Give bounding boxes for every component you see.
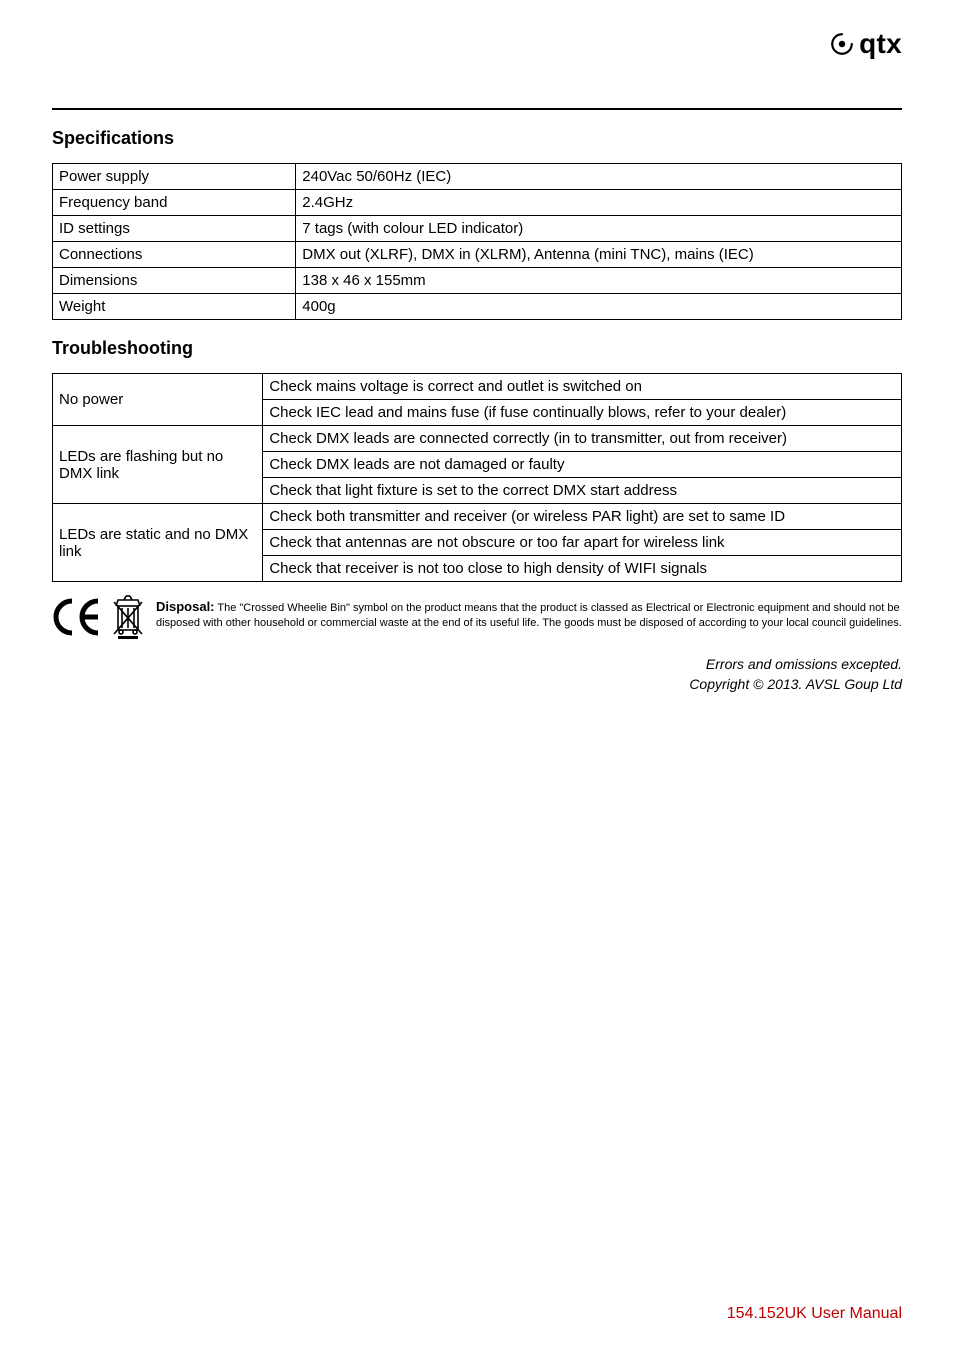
table-row: Dimensions 138 x 46 x 155mm bbox=[53, 268, 902, 294]
brand-logo: qtx bbox=[829, 28, 902, 60]
table-row: Power supply 240Vac 50/60Hz (IEC) bbox=[53, 164, 902, 190]
disposal-block: Disposal: The "Crossed Wheelie Bin" symb… bbox=[52, 594, 902, 640]
troubleshooting-table: No power Check mains voltage is correct … bbox=[52, 373, 902, 582]
spec-label: Frequency band bbox=[53, 190, 296, 216]
errata-line: Errors and omissions excepted. bbox=[52, 654, 902, 674]
spec-label: Weight bbox=[53, 294, 296, 320]
trouble-item: Check IEC lead and mains fuse (if fuse c… bbox=[263, 400, 902, 426]
table-row: Frequency band 2.4GHz bbox=[53, 190, 902, 216]
ce-mark-icon bbox=[52, 597, 104, 637]
spec-label: Dimensions bbox=[53, 268, 296, 294]
trouble-item: Check both transmitter and receiver (or … bbox=[263, 504, 902, 530]
table-row: No power Check mains voltage is correct … bbox=[53, 374, 902, 400]
spec-label: Connections bbox=[53, 242, 296, 268]
spec-label: Power supply bbox=[53, 164, 296, 190]
spec-value: 400g bbox=[296, 294, 902, 320]
compliance-symbols bbox=[52, 594, 146, 640]
spec-value: 240Vac 50/60Hz (IEC) bbox=[296, 164, 902, 190]
spec-value: 7 tags (with colour LED indicator) bbox=[296, 216, 902, 242]
trouble-item: Check DMX leads are not damaged or fault… bbox=[263, 452, 902, 478]
troubleshooting-heading: Troubleshooting bbox=[52, 338, 902, 359]
trouble-item: Check that light fixture is set to the c… bbox=[263, 478, 902, 504]
trouble-item: Check DMX leads are connected correctly … bbox=[263, 426, 902, 452]
trouble-item: Check mains voltage is correct and outle… bbox=[263, 374, 902, 400]
brand-mark-icon bbox=[829, 31, 855, 57]
weee-bin-icon bbox=[110, 594, 146, 640]
disposal-text: Disposal: The "Crossed Wheelie Bin" symb… bbox=[156, 594, 902, 631]
trouble-label: No power bbox=[53, 374, 263, 426]
specifications-heading: Specifications bbox=[52, 128, 902, 149]
trouble-label: LEDs are static and no DMX link bbox=[53, 504, 263, 582]
table-row: LEDs are static and no DMX link Check bo… bbox=[53, 504, 902, 530]
footer-manual-ref: 154.152UK User Manual bbox=[727, 1305, 902, 1323]
table-row: ID settings 7 tags (with colour LED indi… bbox=[53, 216, 902, 242]
table-row: Connections DMX out (XLRF), DMX in (XLRM… bbox=[53, 242, 902, 268]
table-row: Weight 400g bbox=[53, 294, 902, 320]
page: qtx Specifications Power supply 240Vac 5… bbox=[0, 0, 954, 1353]
errata-block: Errors and omissions excepted. Copyright… bbox=[52, 654, 902, 695]
table-row: LEDs are flashing but no DMX link Check … bbox=[53, 426, 902, 452]
specifications-table: Power supply 240Vac 50/60Hz (IEC) Freque… bbox=[52, 163, 902, 320]
trouble-label: LEDs are flashing but no DMX link bbox=[53, 426, 263, 504]
spec-value: 138 x 46 x 155mm bbox=[296, 268, 902, 294]
trouble-item: Check that antennas are not obscure or t… bbox=[263, 530, 902, 556]
disposal-title: Disposal: bbox=[156, 599, 215, 614]
disposal-body: The "Crossed Wheelie Bin" symbol on the … bbox=[156, 602, 902, 629]
copyright-line: Copyright © 2013. AVSL Goup Ltd bbox=[52, 674, 902, 694]
spec-label: ID settings bbox=[53, 216, 296, 242]
spec-value: 2.4GHz bbox=[296, 190, 902, 216]
spec-value: DMX out (XLRF), DMX in (XLRM), Antenna (… bbox=[296, 242, 902, 268]
trouble-item: Check that receiver is not too close to … bbox=[263, 556, 902, 582]
brand-text: qtx bbox=[859, 28, 902, 60]
header-rule bbox=[52, 108, 902, 110]
